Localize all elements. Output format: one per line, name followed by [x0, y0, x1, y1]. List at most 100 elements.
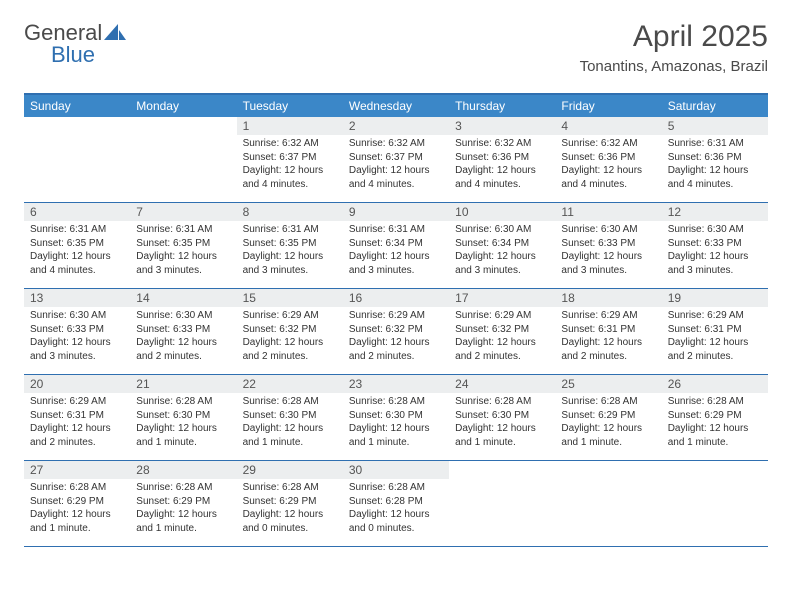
- sunrise-text: Sunrise: 6:29 AM: [243, 310, 319, 321]
- day-number: 25: [555, 375, 661, 393]
- calendar-day-cell: 25Sunrise: 6:28 AMSunset: 6:29 PMDayligh…: [555, 375, 661, 460]
- sunrise-text: Sunrise: 6:31 AM: [668, 138, 744, 149]
- daylight-text: Daylight: 12 hours and 3 minutes.: [561, 251, 642, 276]
- calendar-day-cell: 21Sunrise: 6:28 AMSunset: 6:30 PMDayligh…: [130, 375, 236, 460]
- sunset-text: Sunset: 6:34 PM: [455, 238, 529, 249]
- day-number: 27: [24, 461, 130, 479]
- location-label: Tonantins, Amazonas, Brazil: [580, 58, 768, 75]
- sunrise-text: Sunrise: 6:28 AM: [349, 396, 425, 407]
- sunset-text: Sunset: 6:30 PM: [243, 410, 317, 421]
- calendar-day-cell: 14Sunrise: 6:30 AMSunset: 6:33 PMDayligh…: [130, 289, 236, 374]
- daylight-text: Daylight: 12 hours and 4 minutes.: [668, 165, 749, 190]
- calendar-day-cell: 9Sunrise: 6:31 AMSunset: 6:34 PMDaylight…: [343, 203, 449, 288]
- sunset-text: Sunset: 6:29 PM: [136, 496, 210, 507]
- calendar-day-cell: [662, 461, 768, 546]
- day-details: Sunrise: 6:28 AMSunset: 6:29 PMDaylight:…: [555, 393, 661, 455]
- sunset-text: Sunset: 6:36 PM: [561, 152, 635, 163]
- calendar-day-cell: 5Sunrise: 6:31 AMSunset: 6:36 PMDaylight…: [662, 117, 768, 202]
- weekday-header-row: Sunday Monday Tuesday Wednesday Thursday…: [24, 95, 768, 117]
- daylight-text: Daylight: 12 hours and 1 minute.: [561, 423, 642, 448]
- calendar-week-row: 1Sunrise: 6:32 AMSunset: 6:37 PMDaylight…: [24, 117, 768, 203]
- sunrise-text: Sunrise: 6:29 AM: [561, 310, 637, 321]
- sunrise-text: Sunrise: 6:28 AM: [136, 482, 212, 493]
- sunrise-text: Sunrise: 6:29 AM: [349, 310, 425, 321]
- day-number: 17: [449, 289, 555, 307]
- sunrise-text: Sunrise: 6:28 AM: [455, 396, 531, 407]
- calendar-day-cell: [24, 117, 130, 202]
- sunset-text: Sunset: 6:30 PM: [136, 410, 210, 421]
- day-number: 8: [237, 203, 343, 221]
- day-details: Sunrise: 6:28 AMSunset: 6:29 PMDaylight:…: [662, 393, 768, 455]
- day-details: Sunrise: 6:28 AMSunset: 6:30 PMDaylight:…: [343, 393, 449, 455]
- calendar-week-row: 6Sunrise: 6:31 AMSunset: 6:35 PMDaylight…: [24, 203, 768, 289]
- calendar-day-cell: 18Sunrise: 6:29 AMSunset: 6:31 PMDayligh…: [555, 289, 661, 374]
- day-number: 11: [555, 203, 661, 221]
- sunrise-text: Sunrise: 6:30 AM: [668, 224, 744, 235]
- day-details: Sunrise: 6:30 AMSunset: 6:33 PMDaylight:…: [555, 221, 661, 283]
- sunrise-text: Sunrise: 6:28 AM: [30, 482, 106, 493]
- weekday-header: Thursday: [449, 95, 555, 117]
- daylight-text: Daylight: 12 hours and 3 minutes.: [243, 251, 324, 276]
- daylight-text: Daylight: 12 hours and 2 minutes.: [349, 337, 430, 362]
- calendar-day-cell: 12Sunrise: 6:30 AMSunset: 6:33 PMDayligh…: [662, 203, 768, 288]
- day-details: Sunrise: 6:32 AMSunset: 6:36 PMDaylight:…: [449, 135, 555, 197]
- month-title: April 2025: [580, 20, 768, 54]
- daylight-text: Daylight: 12 hours and 1 minute.: [136, 423, 217, 448]
- daylight-text: Daylight: 12 hours and 1 minute.: [30, 509, 111, 534]
- sunrise-text: Sunrise: 6:31 AM: [243, 224, 319, 235]
- day-number: 26: [662, 375, 768, 393]
- sunset-text: Sunset: 6:31 PM: [668, 324, 742, 335]
- day-details: Sunrise: 6:28 AM Sunset: 6:30 PM Daylight:…: [130, 393, 236, 455]
- day-number: 20: [24, 375, 130, 393]
- day-number: 13: [24, 289, 130, 307]
- sunrise-text: Sunrise: 6:28 AM: [136, 396, 212, 407]
- day-number: 16: [343, 289, 449, 307]
- daylight-text: Daylight: 12 hours and 2 minutes.: [455, 337, 536, 362]
- day-number: 9: [343, 203, 449, 221]
- day-number: 29: [237, 461, 343, 479]
- weekday-header: Wednesday: [343, 95, 449, 117]
- calendar-day-cell: 6Sunrise: 6:31 AMSunset: 6:35 PMDaylight…: [24, 203, 130, 288]
- calendar-day-cell: 7Sunrise: 6:31 AMSunset: 6:35 PMDaylight…: [130, 203, 236, 288]
- daylight-text: Daylight: 12 hours and 3 minutes.: [455, 251, 536, 276]
- sunrise-text: Sunrise: 6:28 AM: [243, 396, 319, 407]
- calendar-day-cell: 22Sunrise: 6:28 AMSunset: 6:30 PMDayligh…: [237, 375, 343, 460]
- daylight-text: Daylight: 12 hours and 4 minutes.: [561, 165, 642, 190]
- daylight-text: Daylight: 12 hours and 2 minutes.: [30, 423, 111, 448]
- daylight-text: Daylight: 12 hours and 1 minute.: [243, 423, 324, 448]
- day-details: Sunrise: 6:30 AMSunset: 6:33 PMDaylight:…: [24, 307, 130, 369]
- sunset-text: Sunset: 6:33 PM: [668, 238, 742, 249]
- day-number: 24: [449, 375, 555, 393]
- sunrise-text: Sunrise: 6:29 AM: [30, 396, 106, 407]
- day-details: Sunrise: 6:30 AMSunset: 6:34 PMDaylight:…: [449, 221, 555, 283]
- daylight-text: Daylight: 12 hours and 4 minutes.: [30, 251, 111, 276]
- day-details: Sunrise: 6:31 AMSunset: 6:34 PMDaylight:…: [343, 221, 449, 283]
- calendar-day-cell: 16Sunrise: 6:29 AMSunset: 6:32 PMDayligh…: [343, 289, 449, 374]
- day-number: 7: [130, 203, 236, 221]
- sunrise-text: Sunrise: 6:32 AM: [561, 138, 637, 149]
- day-details: Sunrise: 6:28 AMSunset: 6:30 PMDaylight:…: [449, 393, 555, 455]
- calendar-day-cell: 1Sunrise: 6:32 AMSunset: 6:37 PMDaylight…: [237, 117, 343, 202]
- sunset-text: Sunset: 6:34 PM: [349, 238, 423, 249]
- sunset-text: Sunset: 6:37 PM: [349, 152, 423, 163]
- daylight-text: Daylight: 12 hours and 1 minute.: [455, 423, 536, 448]
- sunrise-text: Sunrise: 6:30 AM: [136, 310, 212, 321]
- sunrise-text: Sunrise: 6:30 AM: [561, 224, 637, 235]
- sunrise-text: Sunrise: 6:29 AM: [668, 310, 744, 321]
- calendar-day-cell: 15Sunrise: 6:29 AMSunset: 6:32 PMDayligh…: [237, 289, 343, 374]
- day-details: Sunrise: 6:29 AMSunset: 6:31 PMDaylight:…: [24, 393, 130, 455]
- header: General April 2025 Tonantins, Amazonas, …: [24, 20, 768, 75]
- sunset-text: Sunset: 6:36 PM: [455, 152, 529, 163]
- daylight-text: Daylight: 12 hours and 3 minutes.: [30, 337, 111, 362]
- weekday-header: Friday: [555, 95, 661, 117]
- day-number: 28: [130, 461, 236, 479]
- day-details: Sunrise: 6:28 AM Sunset: 6:30 PM Daylight:…: [237, 393, 343, 455]
- sunset-text: Sunset: 6:30 PM: [349, 410, 423, 421]
- sunset-text: Sunset: 6:35 PM: [136, 238, 210, 249]
- calendar-day-cell: 4Sunrise: 6:32 AMSunset: 6:36 PMDaylight…: [555, 117, 661, 202]
- daylight-text: Daylight: 12 hours and 3 minutes.: [668, 251, 749, 276]
- calendar-day-cell: 28Sunrise: 6:28 AMSunset: 6:29 PMDayligh…: [130, 461, 236, 546]
- weekday-header: Tuesday: [237, 95, 343, 117]
- sunrise-text: Sunrise: 6:31 AM: [30, 224, 106, 235]
- sunrise-text: Sunrise: 6:28 AM: [668, 396, 744, 407]
